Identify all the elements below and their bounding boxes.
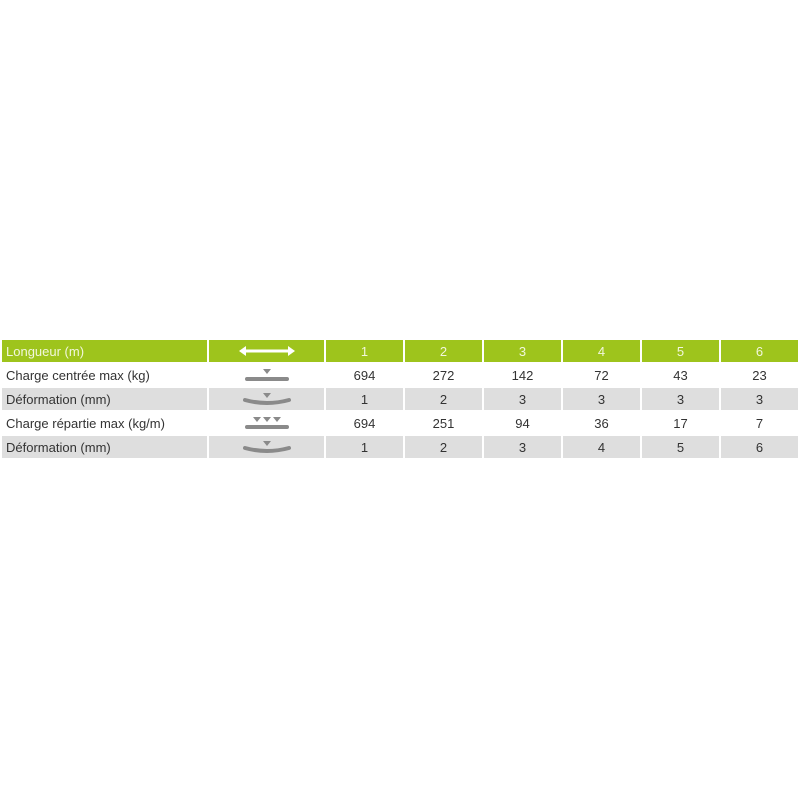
center-load-icon	[244, 369, 289, 381]
cell: 694	[326, 364, 403, 386]
header-col-4: 4	[563, 340, 640, 362]
cell: 5	[642, 436, 719, 458]
header-col-5: 5	[642, 340, 719, 362]
cell: 3	[484, 388, 561, 410]
cell: 36	[563, 412, 640, 434]
double-arrow-length-icon	[238, 346, 295, 356]
deflection-distributed-icon	[242, 441, 291, 453]
row-label: Charge centrée max (kg)	[2, 364, 207, 386]
cell: 7	[721, 412, 798, 434]
cell: 2	[405, 436, 482, 458]
cell: 2	[405, 388, 482, 410]
cell: 1	[326, 436, 403, 458]
header-col-3: 3	[484, 340, 561, 362]
cell: 272	[405, 364, 482, 386]
cell: 3	[563, 388, 640, 410]
cell: 142	[484, 364, 561, 386]
length-icon-cell	[209, 340, 324, 362]
header-col-1: 1	[326, 340, 403, 362]
cell: 694	[326, 412, 403, 434]
cell: 4	[563, 436, 640, 458]
cell: 3	[721, 388, 798, 410]
cell: 3	[642, 388, 719, 410]
header-col-6: 6	[721, 340, 798, 362]
table-row: Déformation (mm) 1 2 3 3 3 3	[2, 388, 798, 410]
cell: 6	[721, 436, 798, 458]
row-label: Charge répartie max (kg/m)	[2, 412, 207, 434]
table-row: Déformation (mm) 1 2 3 4 5 6	[2, 436, 798, 458]
load-table: Longueur (m) 1 2 3 4 5 6 Charge centrée …	[0, 338, 800, 460]
row-label: Déformation (mm)	[2, 436, 207, 458]
cell: 43	[642, 364, 719, 386]
table-row: Charge répartie max (kg/m) 694 251 94 36…	[2, 412, 798, 434]
cell: 94	[484, 412, 561, 434]
header-col-2: 2	[405, 340, 482, 362]
row-label: Déformation (mm)	[2, 388, 207, 410]
distributed-load-icon	[244, 417, 289, 429]
cell: 1	[326, 388, 403, 410]
header-label: Longueur (m)	[2, 340, 207, 362]
cell: 23	[721, 364, 798, 386]
table-row: Charge centrée max (kg) 694 272 142 72 4…	[2, 364, 798, 386]
deflection-center-icon	[242, 393, 291, 405]
cell: 17	[642, 412, 719, 434]
cell: 251	[405, 412, 482, 434]
header-row: Longueur (m) 1 2 3 4 5 6	[2, 340, 798, 362]
cell: 72	[563, 364, 640, 386]
cell: 3	[484, 436, 561, 458]
